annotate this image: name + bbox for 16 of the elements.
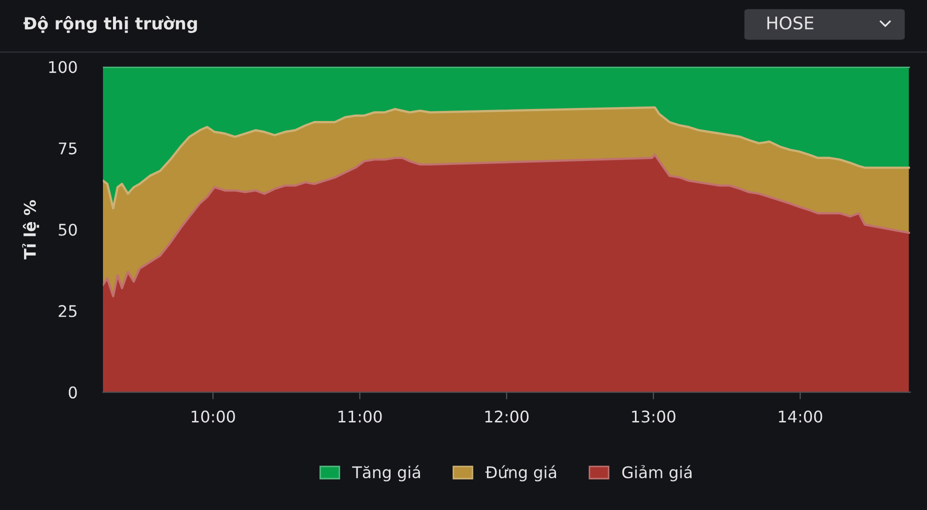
x-tick-label: 14:00 bbox=[778, 410, 822, 423]
y-tick-label: 0 bbox=[68, 386, 77, 398]
y-tick-label: 100 bbox=[49, 61, 77, 74]
y-tick-label: 75 bbox=[58, 142, 76, 154]
y-tick-label: 25 bbox=[58, 305, 76, 318]
x-tick-label: 12:00 bbox=[485, 410, 529, 423]
text: HOSE bbox=[767, 16, 814, 30]
x-tick-label: 10:00 bbox=[192, 410, 235, 423]
y-tick-label: 50 bbox=[58, 224, 77, 236]
y-axis-title: Tỉ lệ % bbox=[22, 200, 40, 260]
legend-label: Đứng giá bbox=[485, 465, 556, 482]
x-tick-label: 11:00 bbox=[338, 410, 382, 423]
legend-label: Giảm giá bbox=[622, 465, 692, 482]
x-tick-label: 13:00 bbox=[632, 410, 676, 423]
legend-label: Tăng giá bbox=[352, 465, 420, 482]
chart-title: Độ rộng thị trường bbox=[23, 16, 197, 33]
